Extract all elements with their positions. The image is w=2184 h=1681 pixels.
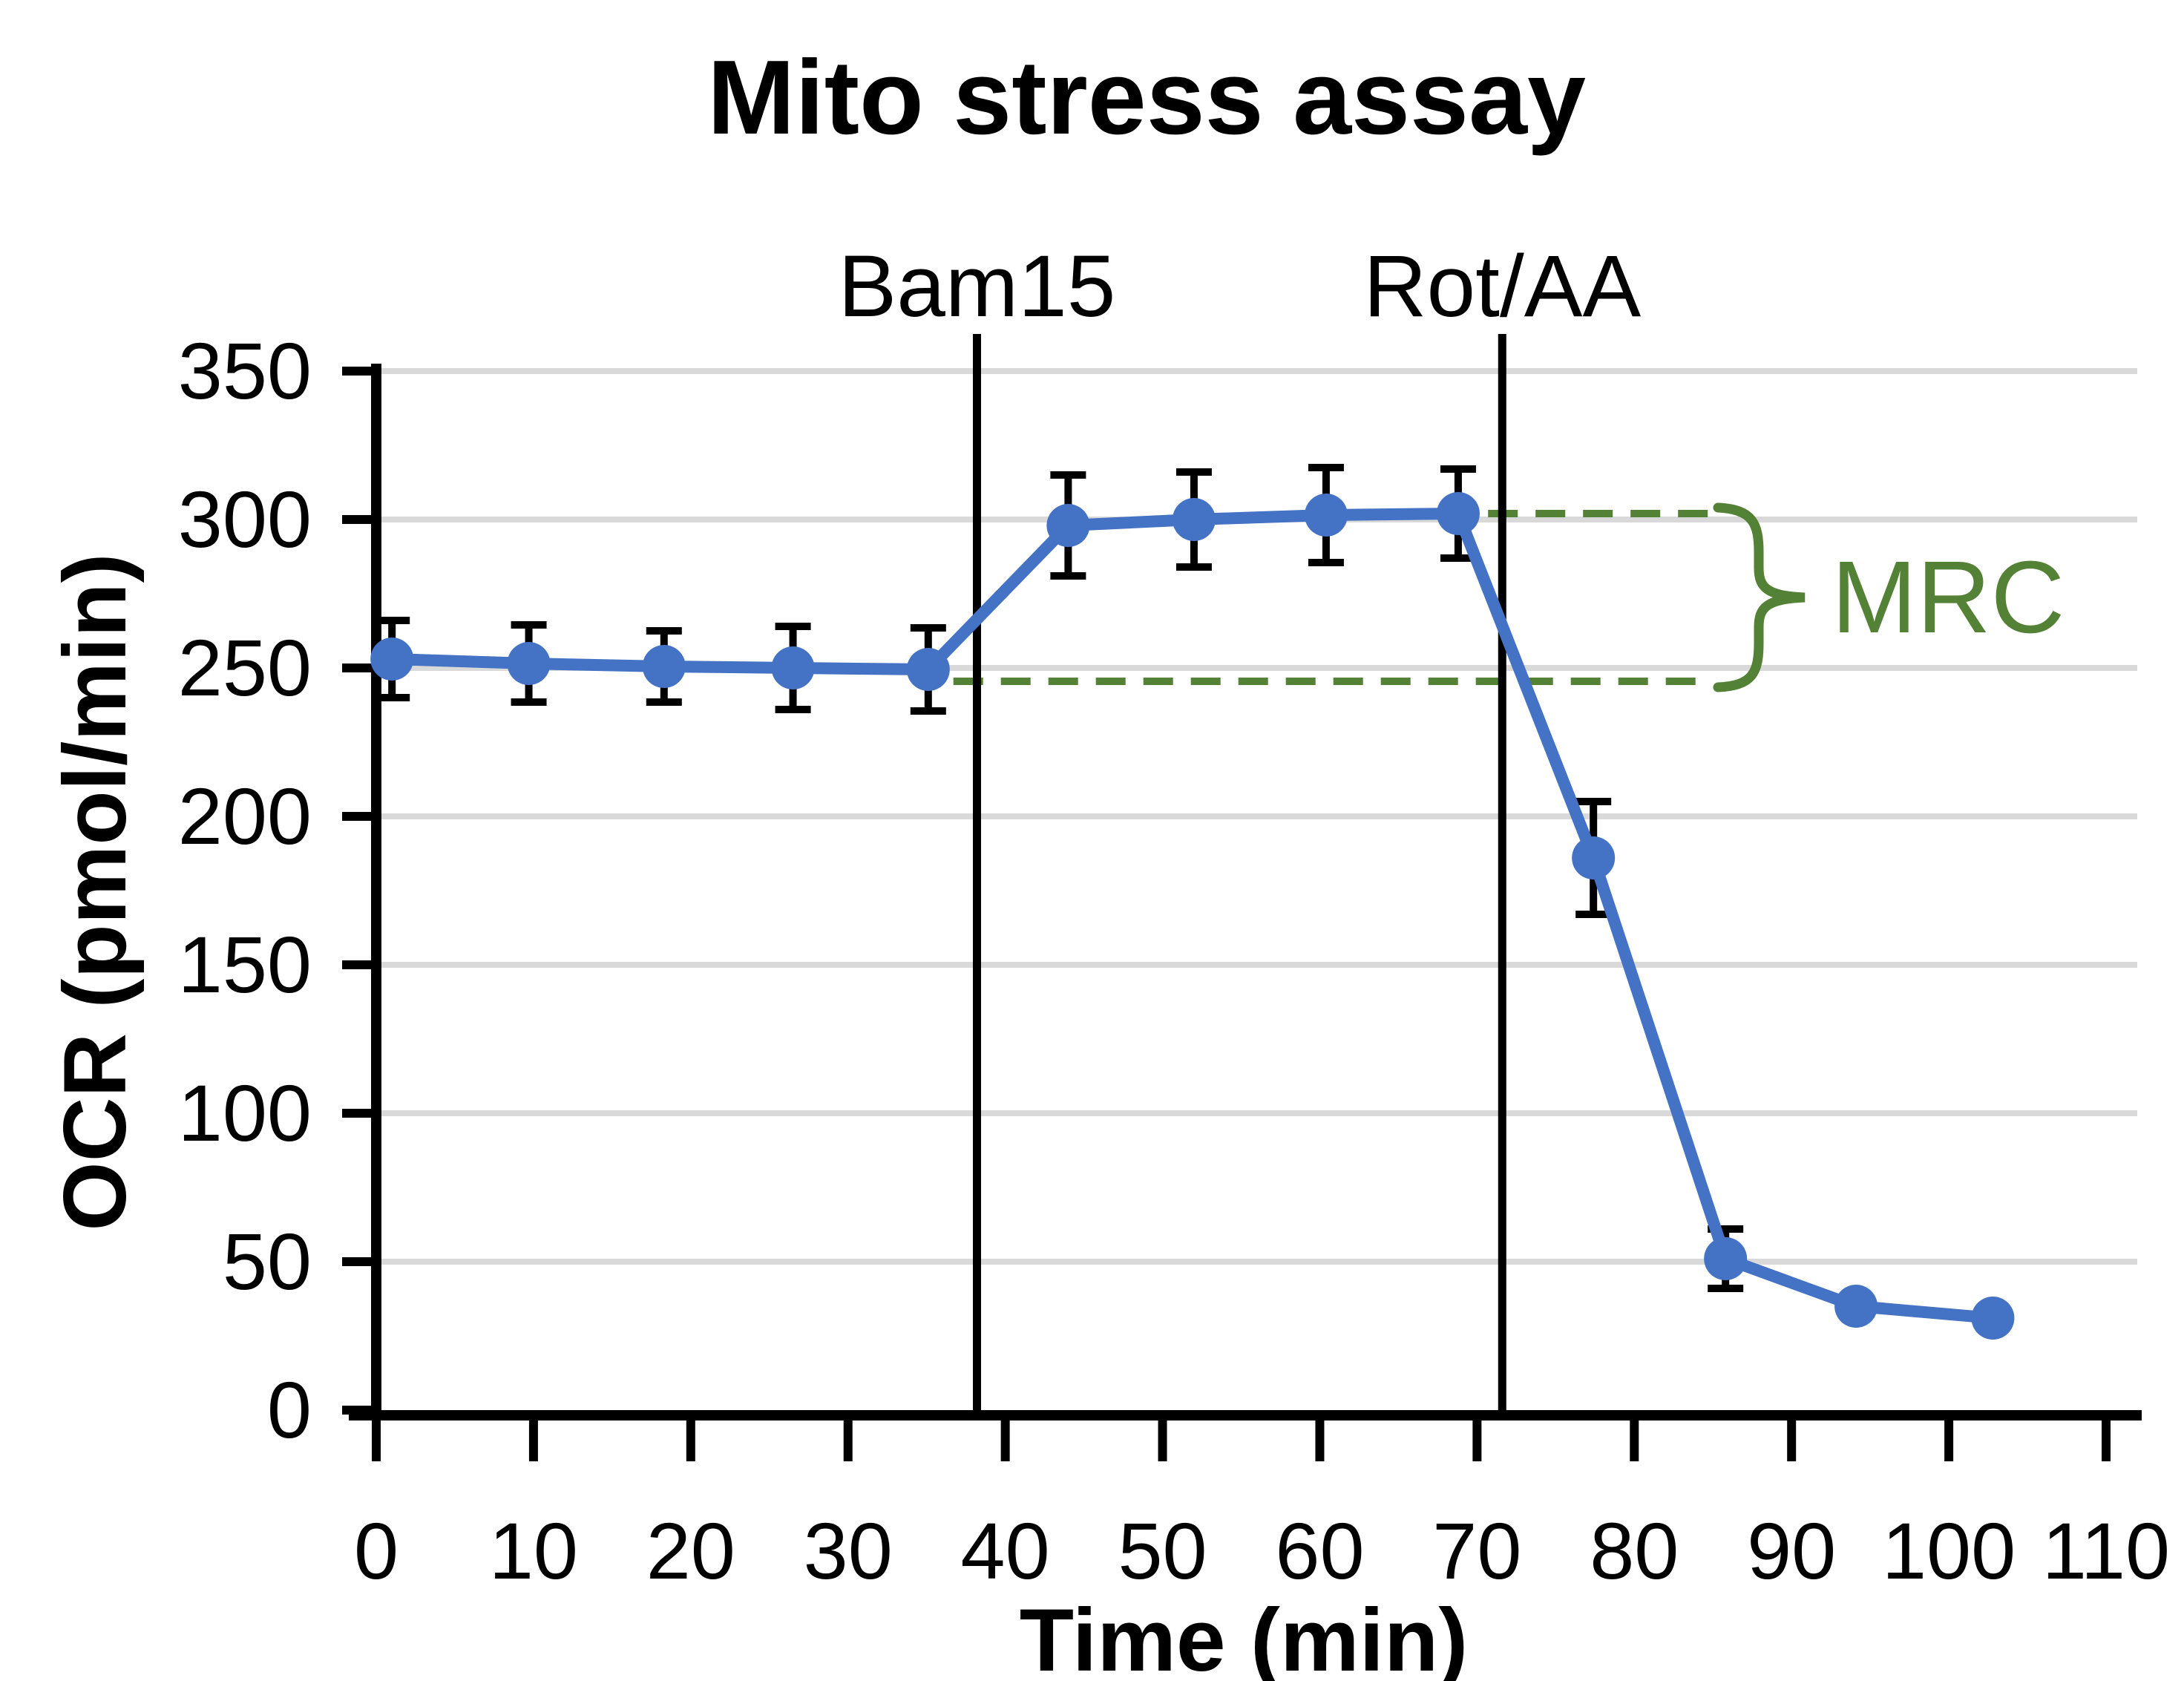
x-tick-label: 10 (488, 1506, 578, 1596)
x-tick-label: 90 (1747, 1506, 1837, 1596)
data-point (642, 645, 686, 688)
x-axis-title: Time (min) (1019, 1590, 1469, 1681)
data-point (771, 646, 815, 689)
y-tick-label: 100 (177, 1068, 312, 1158)
y-tick-label: 200 (177, 771, 312, 861)
y-tick-label: 150 (177, 920, 312, 1009)
x-tick-label: 80 (1590, 1506, 1679, 1596)
data-point (507, 642, 551, 685)
x-tick-label: 20 (646, 1506, 735, 1596)
data-point (1436, 492, 1480, 535)
y-tick-label: 50 (222, 1216, 312, 1306)
data-point (370, 638, 414, 681)
data-point (1304, 494, 1348, 537)
ocr-series-line (386, 508, 1999, 1324)
data-point (1704, 1237, 1748, 1280)
data-point (1172, 498, 1216, 541)
mrc-annotation-label: MRC (1832, 540, 2065, 655)
y-axis-title: OCR (pmol/min) (45, 553, 145, 1231)
x-tick-label: 40 (960, 1506, 1050, 1596)
x-tick-label: 60 (1275, 1506, 1365, 1596)
mrc-brace (1713, 502, 1806, 692)
x-tick-label: 0 (353, 1506, 399, 1596)
x-tick-label: 30 (803, 1506, 893, 1596)
data-point (1834, 1285, 1878, 1328)
x-tick-label: 70 (1432, 1506, 1522, 1596)
bam15-annotation-label: Bam15 (838, 237, 1116, 335)
data-point (1046, 504, 1090, 547)
x-tick-label: 50 (1118, 1506, 1207, 1596)
x-tick-label: 110 (2042, 1506, 2171, 1596)
chart-title: Mito stress assay (707, 39, 1586, 157)
y-tick-label: 250 (177, 623, 312, 712)
data-point (1572, 836, 1616, 879)
rot-aa-annotation-label: Rot/AA (1363, 237, 1642, 335)
y-tick-label: 350 (177, 326, 312, 416)
y-tick-label: 300 (177, 474, 312, 564)
y-tick-label: 0 (266, 1365, 312, 1455)
data-point (1971, 1297, 2015, 1340)
x-tick-label: 100 (1881, 1506, 2016, 1596)
data-point (906, 648, 950, 691)
